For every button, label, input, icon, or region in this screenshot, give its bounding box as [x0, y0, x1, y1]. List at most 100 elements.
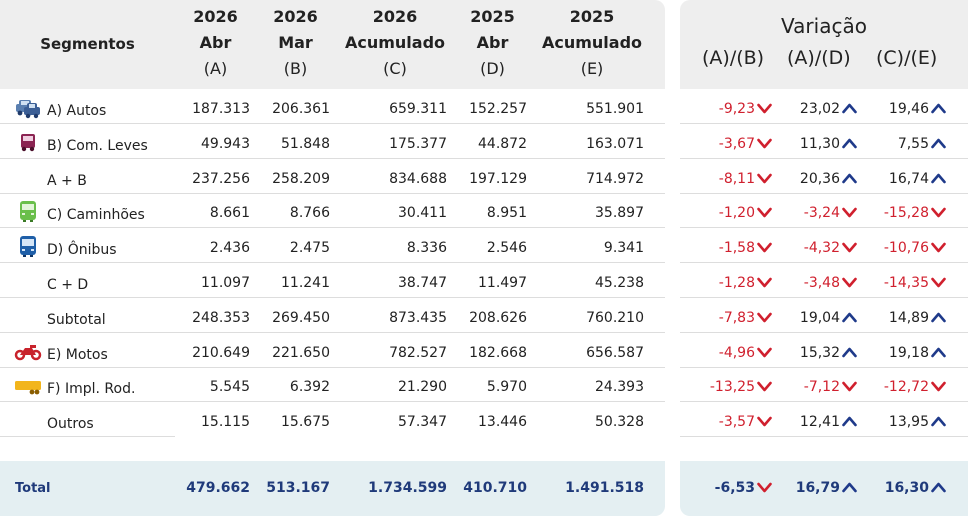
- variation-cell: -3,57: [719, 414, 772, 430]
- table-cell: 13.446: [478, 414, 527, 430]
- variation-value: -1,20: [718, 205, 755, 221]
- variation-value: -10,76: [883, 240, 929, 256]
- variation-value: -14,35: [883, 275, 929, 291]
- variation-panel: Variação (A)/(B) (A)/(D) (C)/(E) -9,23 23…: [680, 0, 968, 516]
- table-cell: 49.943: [201, 136, 250, 152]
- arrow-down-icon: [757, 347, 772, 358]
- variation-value: 16,74: [888, 171, 929, 187]
- arrow-up-icon: [931, 416, 946, 427]
- table-cell: 237.256: [192, 171, 250, 187]
- arrow-down-icon: [842, 277, 857, 288]
- table-cell: 551.901: [586, 101, 644, 117]
- table-cell: 760.210: [586, 310, 644, 326]
- arrow-up-icon: [931, 138, 946, 149]
- table-cell: 21.290: [398, 379, 447, 395]
- table-cell: 269.450: [272, 310, 330, 326]
- variation-cell: 7,55: [898, 136, 946, 152]
- table-cell: 44.872: [478, 136, 527, 152]
- table-cell: 206.361: [272, 101, 330, 117]
- variation-value: -3,24: [803, 205, 840, 221]
- table-cell: 210.649: [192, 345, 250, 361]
- row-divider: [680, 158, 968, 159]
- table-cell: 182.668: [469, 345, 527, 361]
- variation-cell: -1,28: [719, 275, 772, 291]
- variation-cell: -1,20: [719, 205, 772, 221]
- variation-value: -7,12: [803, 379, 840, 395]
- table-cell: 175.377: [389, 136, 447, 152]
- variation-value: -15,28: [883, 205, 929, 221]
- table-cell: 6.392: [289, 379, 330, 395]
- variation-value: 19,04: [799, 310, 840, 326]
- table-cell: 2.436: [209, 240, 250, 256]
- variation-cell: -7,12: [804, 379, 857, 395]
- motorcycle-icon: [14, 339, 42, 363]
- table-cell: 11.241: [281, 275, 330, 291]
- table-cell: 35.897: [595, 205, 644, 221]
- variation-col-ce: (C)/(E): [876, 47, 938, 69]
- variation-col-ab: (A)/(B): [702, 47, 765, 69]
- table-cell: 221.650: [272, 345, 330, 361]
- segment-label: Subtotal: [47, 312, 106, 328]
- col-header-c: 2026 Acumulado (C): [344, 7, 446, 78]
- arrow-down-icon: [757, 103, 772, 114]
- van-icon: [14, 130, 42, 154]
- total-row: [0, 461, 665, 516]
- variation-value: 7,55: [897, 136, 929, 152]
- row-divider: [0, 401, 665, 402]
- row-divider: [680, 227, 968, 228]
- total-e: 1.491.518: [565, 480, 644, 496]
- variation-value: -3,67: [718, 136, 755, 152]
- variation-value: -3,57: [718, 414, 755, 430]
- arrow-up-icon: [842, 138, 857, 149]
- variation-value: -4,96: [718, 345, 755, 361]
- arrow-up-icon: [931, 103, 946, 114]
- variation-cell: -3,24: [804, 205, 857, 221]
- arrow-down-icon: [842, 242, 857, 253]
- arrow-up-icon: [931, 482, 946, 493]
- variation-cell: 12,41: [800, 414, 857, 430]
- segment-label: Outros: [47, 416, 94, 432]
- variation-value: -4,32: [803, 240, 840, 256]
- bus-icon: [14, 234, 42, 258]
- segment-label: B) Com. Leves: [47, 138, 148, 154]
- table-cell: 11.497: [478, 275, 527, 291]
- col-header-e: 2025 Acumulado (E): [541, 7, 643, 78]
- arrow-down-icon: [757, 416, 772, 427]
- total-variation-value: -6,53: [714, 480, 755, 496]
- arrow-up-icon: [931, 312, 946, 323]
- arrow-down-icon: [931, 207, 946, 218]
- variation-col-ad: (A)/(D): [787, 47, 851, 69]
- arrow-up-icon: [842, 416, 857, 427]
- arrow-down-icon: [757, 173, 772, 184]
- row-divider: [0, 193, 665, 194]
- arrow-up-icon: [931, 173, 946, 184]
- table-cell: 187.313: [192, 101, 250, 117]
- row-divider: [0, 332, 665, 333]
- variation-total-row: [680, 461, 968, 516]
- variation-cell: -13,25: [710, 379, 772, 395]
- arrow-up-icon: [842, 347, 857, 358]
- table-cell: 5.970: [486, 379, 527, 395]
- row-divider: [680, 401, 968, 402]
- variation-value: -9,23: [718, 101, 755, 117]
- arrow-down-icon: [842, 207, 857, 218]
- segment-label: F) Impl. Rod.: [47, 381, 136, 397]
- arrow-down-icon: [757, 242, 772, 253]
- arrow-down-icon: [757, 138, 772, 149]
- total-variation-cell: 16,30: [885, 480, 946, 496]
- variation-cell: -3,67: [719, 136, 772, 152]
- variation-cell: -4,96: [719, 345, 772, 361]
- table-cell: 197.129: [469, 171, 527, 187]
- table-cell: 8.951: [486, 205, 527, 221]
- variation-value: 23,02: [799, 101, 840, 117]
- table-cell: 15.115: [201, 414, 250, 430]
- table-cell: 873.435: [389, 310, 447, 326]
- total-variation-cell: 16,79: [796, 480, 857, 496]
- table-cell: 2.546: [486, 240, 527, 256]
- total-variation-value: 16,79: [795, 480, 840, 496]
- variation-value: -1,58: [718, 240, 755, 256]
- variation-cell: -9,23: [719, 101, 772, 117]
- arrow-down-icon: [931, 242, 946, 253]
- row-divider: [680, 367, 968, 368]
- arrow-down-icon: [842, 381, 857, 392]
